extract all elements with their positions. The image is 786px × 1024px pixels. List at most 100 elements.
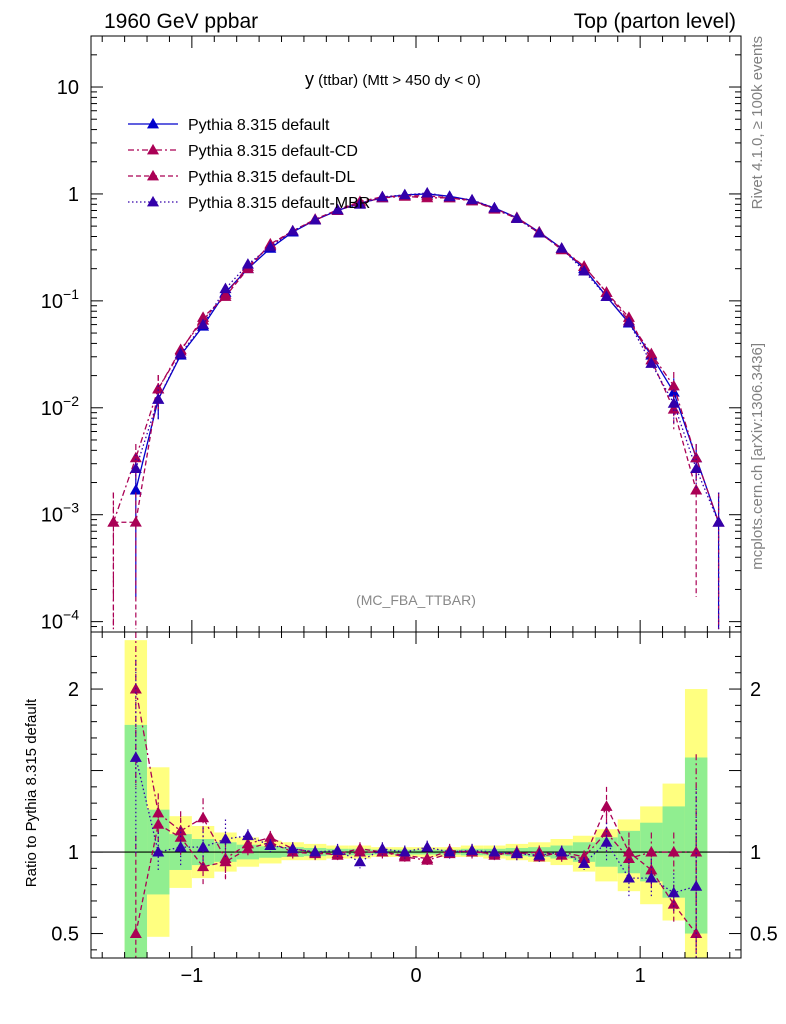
ratio-data-point — [241, 842, 254, 854]
y-tick-label-base: 10 — [41, 505, 63, 527]
data-point — [443, 190, 456, 202]
ratio-y-tick-label-right: 1 — [750, 842, 761, 864]
data-point — [309, 213, 322, 225]
y-tick-label-base: 10 — [41, 612, 63, 634]
y-tick-label-base: 10 — [57, 77, 79, 99]
data-point — [398, 188, 411, 200]
legend-marker — [146, 143, 160, 155]
data-point — [510, 212, 523, 223]
legend-entry-label: Pythia 8.315 default — [188, 117, 330, 134]
data-point — [174, 347, 187, 359]
ratio-data-point — [645, 872, 658, 883]
series-line — [112, 195, 720, 523]
data-point — [286, 224, 299, 236]
ratio-data-point — [197, 841, 210, 852]
data-point — [421, 186, 434, 198]
data-point — [667, 397, 680, 408]
ratio-data-point — [600, 800, 613, 811]
legend-marker — [146, 117, 160, 129]
series-line — [135, 193, 720, 523]
data-point — [533, 227, 546, 238]
legend: Pythia 8.315 default Pythia 8.315 default… — [128, 117, 370, 212]
data-point — [264, 240, 277, 252]
data-point — [197, 318, 210, 330]
series-line — [113, 195, 697, 523]
header-right-label: Top (parton level) — [574, 10, 736, 33]
header-left-label: 1960 GeV ppbar — [104, 10, 258, 33]
y-tick-label-exponent: −4 — [63, 607, 79, 623]
ratio-data-point — [488, 845, 501, 857]
ratio-data-point — [376, 842, 389, 854]
ratio-data-point — [600, 836, 613, 847]
y-tick-label: 10−4 — [41, 607, 79, 634]
ratio-data-point — [197, 860, 210, 872]
ratio-y-tick-label: 1 — [68, 842, 79, 864]
ratio-data-point — [443, 845, 456, 857]
y-tick-label-base: 10 — [41, 291, 63, 313]
x-tick-label: 0 — [410, 965, 421, 987]
data-point — [129, 462, 142, 474]
ratio-data-point — [286, 842, 299, 854]
ratio-data-point — [219, 832, 232, 844]
ratio-data-point — [578, 857, 591, 868]
uncertainty-band-inner — [124, 724, 148, 958]
legend-marker — [146, 195, 160, 207]
ratio-data-point — [241, 829, 254, 841]
ratio-data-point — [129, 927, 142, 938]
ratio-data-point — [309, 845, 322, 857]
ratio-series-line — [135, 804, 697, 934]
data-point — [712, 516, 725, 527]
ratio-data-point — [197, 811, 210, 823]
ratio-y-tick-label: 0.5 — [51, 924, 79, 946]
y-tick-label: 10−1 — [41, 286, 79, 313]
data-point — [645, 357, 658, 368]
data-point — [219, 290, 232, 301]
y-tick-label: 10−2 — [41, 393, 79, 420]
y-tick-label: 10−3 — [41, 500, 79, 527]
ratio-data-point — [690, 880, 703, 891]
ratio-data-point — [533, 849, 546, 860]
y-tick-label-base: 1 — [68, 184, 79, 206]
ratio-y-tick-label-right: 0.5 — [750, 924, 778, 946]
data-point — [331, 203, 344, 215]
data-point — [690, 483, 703, 495]
ratio-data-point — [555, 845, 568, 857]
ratio-data-point — [353, 842, 366, 854]
plot-title-main: y — [305, 69, 314, 89]
ratio-data-point — [174, 841, 187, 852]
data-point — [466, 193, 479, 205]
legend-marker — [146, 169, 160, 181]
ratio-data-point — [622, 845, 635, 857]
data-point — [600, 290, 613, 301]
ratio-panel: 2 2 1 1 0.5 0.5 −1 0 1 — [51, 631, 778, 987]
ratio-data-point — [510, 847, 523, 859]
series-line — [135, 192, 720, 523]
y-tick-label-exponent: −1 — [63, 286, 79, 302]
data-point — [107, 516, 120, 527]
ratio-data-point — [622, 872, 635, 883]
ratio-data-point — [667, 886, 680, 898]
data-point — [578, 264, 591, 276]
chart-texts: 1960 GeV ppbar Top (parton level) Rivet … — [23, 10, 766, 887]
analysis-watermark: (MC_FBA_TTBAR) — [356, 592, 476, 608]
data-point — [622, 316, 635, 327]
ratio-data-point — [152, 818, 165, 829]
y-tick-label-base: 10 — [41, 398, 63, 420]
x-tick-label: 1 — [635, 965, 646, 987]
data-point — [219, 282, 232, 294]
ratio-y-tick-label: 2 — [68, 679, 79, 701]
rivet-version-label: Rivet 4.1.0, ≥ 100k events — [749, 36, 766, 209]
ratio-data-point — [353, 855, 366, 867]
ratio-data-point — [129, 751, 142, 762]
ratio-y-tick-label-right: 2 — [750, 679, 761, 701]
ratio-data-point — [421, 841, 434, 852]
ratio-data-point — [466, 844, 479, 855]
x-tick-label: −1 — [180, 965, 203, 987]
ratio-data-point — [398, 845, 411, 857]
data-point — [129, 516, 142, 527]
data-point — [353, 198, 366, 209]
legend-entry-label: Pythia 8.315 default-DL — [188, 169, 355, 186]
data-point — [152, 393, 165, 404]
